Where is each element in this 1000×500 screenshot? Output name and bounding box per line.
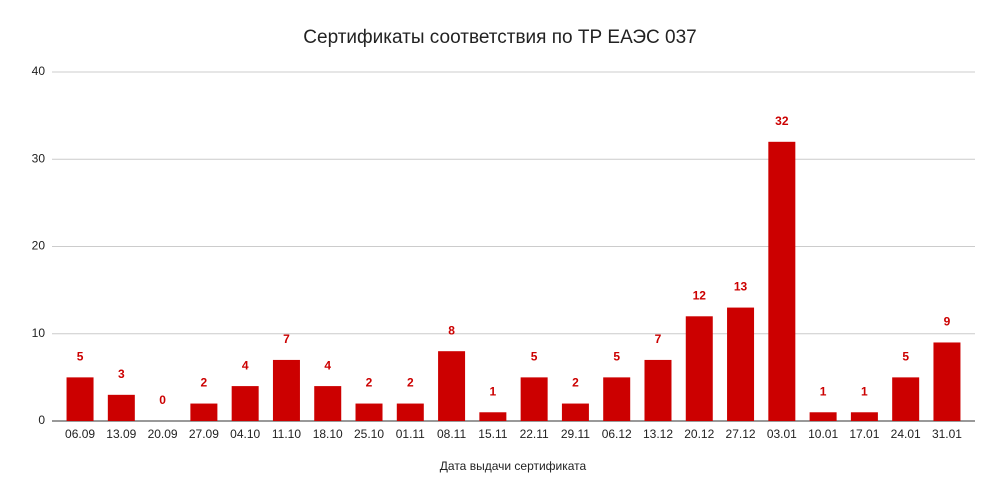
data-label: 4	[242, 358, 249, 372]
data-label: 2	[366, 376, 373, 390]
x-tick-label: 15.11	[478, 427, 507, 441]
data-label: 3	[118, 367, 125, 381]
bar	[768, 141, 796, 422]
x-tick-label: 08.11	[437, 427, 466, 441]
data-label: 5	[613, 350, 620, 364]
x-tick-label: 31.01	[932, 427, 962, 441]
data-label: 1	[861, 384, 868, 398]
bar	[520, 377, 548, 421]
bar	[685, 316, 713, 421]
x-axis-label: Дата выдачи сертификата	[440, 459, 587, 473]
x-tick-label: 13.12	[643, 427, 673, 441]
data-label: 2	[572, 376, 579, 390]
chart-title: Сертификаты соответствия по ТР ЕАЭС 037	[303, 27, 696, 48]
bar	[603, 377, 631, 421]
y-tick-label: 10	[32, 326, 46, 340]
bar	[561, 403, 589, 421]
x-tick-label: 10.01	[808, 427, 838, 441]
x-tick-label: 27.09	[189, 427, 219, 441]
x-tick-label: 11.10	[272, 427, 301, 441]
data-label: 9	[944, 315, 951, 329]
bar	[479, 412, 507, 421]
data-label: 12	[693, 288, 707, 302]
data-label: 2	[407, 376, 414, 390]
x-tick-label: 29.11	[561, 427, 590, 441]
bar	[727, 307, 755, 421]
y-tick-label: 30	[32, 151, 46, 165]
x-tick-label: 24.01	[891, 427, 921, 441]
y-tick-label: 0	[38, 413, 45, 427]
bar	[396, 403, 424, 421]
y-tick-label: 20	[32, 239, 46, 253]
data-label: 1	[490, 384, 497, 398]
bar	[314, 386, 342, 421]
x-tick-label: 17.01	[849, 427, 879, 441]
bar	[892, 377, 920, 421]
bar	[66, 377, 94, 421]
data-label: 5	[902, 350, 909, 364]
bar	[438, 351, 466, 421]
x-tick-label: 22.11	[520, 427, 549, 441]
bar	[231, 386, 259, 421]
bar	[355, 403, 383, 421]
x-tick-label: 25.10	[354, 427, 384, 441]
x-tick-label: 27.12	[726, 427, 756, 441]
x-tick-label: 03.01	[767, 427, 797, 441]
data-label: 4	[324, 358, 331, 372]
bar	[644, 359, 672, 421]
x-tick-label: 20.09	[148, 427, 178, 441]
y-tick-label: 40	[32, 64, 46, 78]
data-label: 32	[775, 114, 789, 128]
x-tick-label: 01.11	[396, 427, 425, 441]
bar	[190, 403, 218, 421]
data-label: 7	[283, 332, 290, 346]
data-label: 8	[448, 323, 455, 337]
bar	[850, 412, 878, 421]
x-tick-label: 18.10	[313, 427, 343, 441]
data-label: 13	[734, 280, 748, 294]
x-tick-label: 20.12	[684, 427, 714, 441]
x-tick-label: 06.12	[602, 427, 632, 441]
x-tick-label: 06.09	[65, 427, 95, 441]
bar	[272, 359, 300, 421]
bar	[107, 394, 135, 421]
data-label: 5	[531, 350, 538, 364]
data-label: 7	[655, 332, 662, 346]
data-label: 5	[77, 350, 84, 364]
x-tick-label: 04.10	[230, 427, 260, 441]
data-label: 0	[159, 393, 166, 407]
data-label: 2	[201, 376, 208, 390]
bar	[933, 342, 961, 421]
x-tick-label: 13.09	[106, 427, 136, 441]
data-label: 1	[820, 384, 827, 398]
bar	[809, 412, 837, 421]
